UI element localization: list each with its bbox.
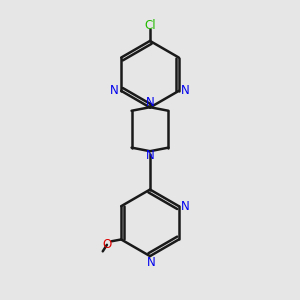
Text: N: N [181,200,190,213]
Text: N: N [146,96,154,109]
Text: Cl: Cl [144,19,156,32]
Text: O: O [102,238,112,251]
Text: N: N [146,149,154,162]
Text: N: N [110,84,119,98]
Text: N: N [147,256,156,269]
Text: N: N [181,84,190,98]
